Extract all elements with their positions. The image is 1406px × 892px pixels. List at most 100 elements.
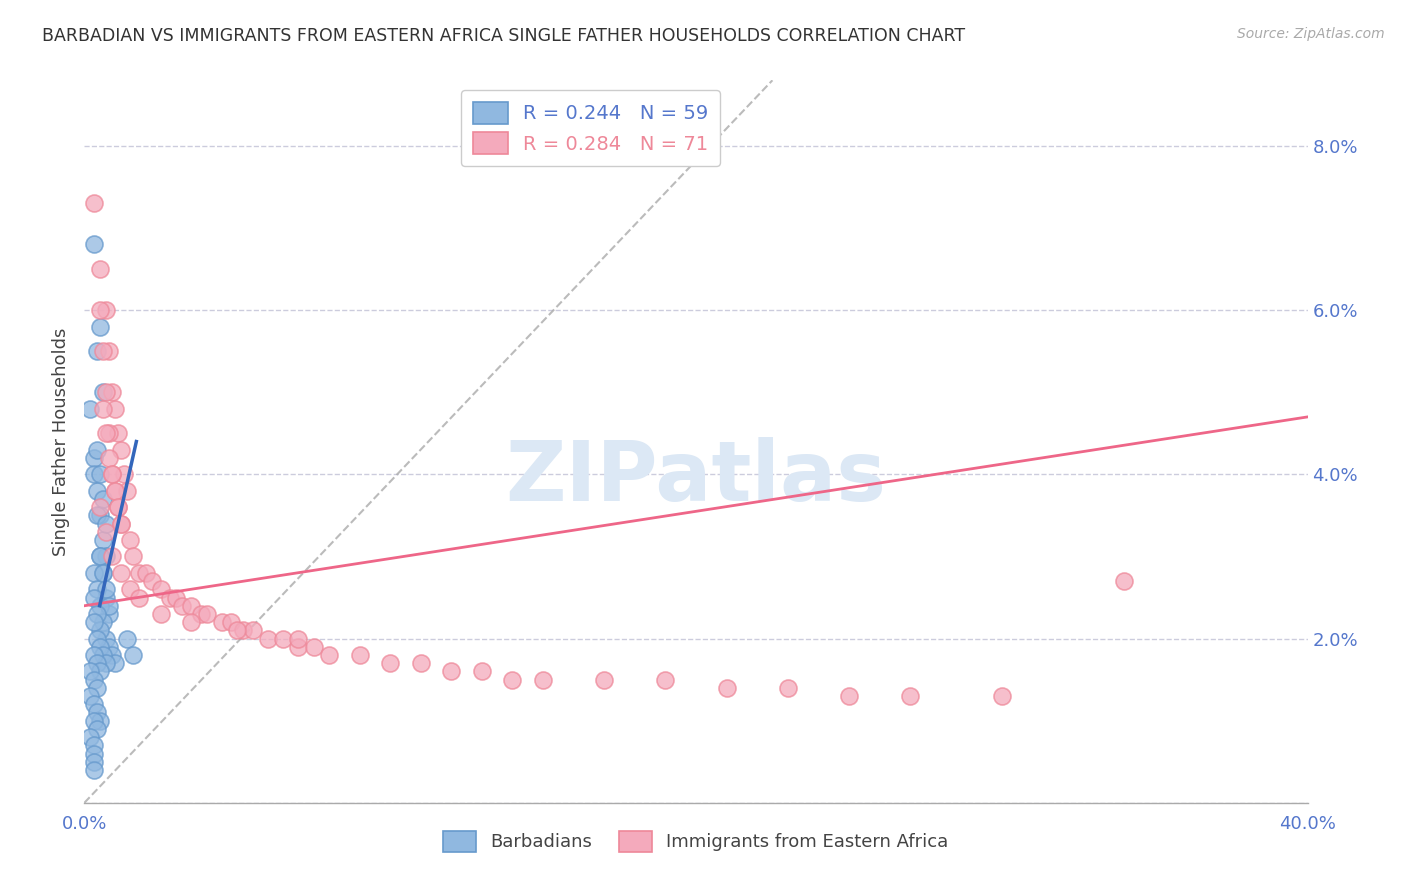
Point bbox=[83, 648, 105, 662]
Point bbox=[86, 706, 108, 720]
Point bbox=[79, 401, 101, 416]
Point bbox=[120, 533, 142, 547]
Point bbox=[94, 516, 117, 531]
Point bbox=[89, 549, 111, 564]
Point bbox=[83, 591, 105, 605]
Point bbox=[89, 599, 111, 613]
Point bbox=[107, 500, 129, 515]
Point bbox=[83, 739, 105, 753]
Point bbox=[440, 665, 463, 679]
Point bbox=[349, 648, 371, 662]
Point bbox=[79, 665, 101, 679]
Point bbox=[83, 747, 105, 761]
Point bbox=[991, 689, 1014, 703]
Point bbox=[86, 607, 108, 621]
Point bbox=[502, 673, 524, 687]
Point bbox=[83, 698, 105, 712]
Point bbox=[135, 566, 157, 580]
Point bbox=[91, 385, 114, 400]
Point bbox=[86, 722, 108, 736]
Point bbox=[89, 508, 111, 523]
Point bbox=[287, 632, 309, 646]
Point bbox=[211, 615, 233, 630]
Point bbox=[91, 566, 114, 580]
Point bbox=[91, 648, 114, 662]
Point bbox=[898, 689, 921, 703]
Point bbox=[318, 648, 340, 662]
Point bbox=[94, 524, 117, 539]
Point bbox=[149, 607, 172, 621]
Point bbox=[104, 657, 127, 671]
Point bbox=[716, 681, 738, 695]
Point bbox=[83, 714, 105, 728]
Point bbox=[79, 689, 101, 703]
Point bbox=[86, 344, 108, 359]
Point bbox=[128, 566, 150, 580]
Point bbox=[172, 599, 194, 613]
Point bbox=[91, 401, 114, 416]
Point bbox=[91, 533, 114, 547]
Point bbox=[654, 673, 676, 687]
Point bbox=[91, 615, 114, 630]
Point bbox=[776, 681, 799, 695]
Point bbox=[101, 467, 124, 482]
Point bbox=[89, 500, 111, 515]
Point bbox=[107, 426, 129, 441]
Point bbox=[86, 582, 108, 597]
Point bbox=[110, 516, 132, 531]
Point bbox=[86, 681, 108, 695]
Point bbox=[83, 673, 105, 687]
Point bbox=[89, 262, 111, 277]
Point bbox=[83, 450, 105, 465]
Point bbox=[89, 640, 111, 654]
Point bbox=[110, 566, 132, 580]
Point bbox=[593, 673, 616, 687]
Point bbox=[97, 426, 120, 441]
Point bbox=[115, 632, 138, 646]
Point bbox=[89, 549, 111, 564]
Point bbox=[101, 549, 124, 564]
Point bbox=[83, 615, 105, 630]
Point bbox=[89, 467, 111, 482]
Point bbox=[159, 591, 181, 605]
Point bbox=[86, 632, 108, 646]
Point bbox=[83, 755, 105, 769]
Point bbox=[409, 657, 432, 671]
Point bbox=[83, 566, 105, 580]
Point bbox=[86, 657, 108, 671]
Point bbox=[302, 640, 325, 654]
Point bbox=[94, 632, 117, 646]
Point bbox=[97, 599, 120, 613]
Point bbox=[101, 467, 124, 482]
Point bbox=[141, 574, 163, 588]
Point bbox=[180, 599, 202, 613]
Point bbox=[83, 196, 105, 211]
Point bbox=[180, 615, 202, 630]
Point bbox=[97, 640, 120, 654]
Point bbox=[257, 632, 280, 646]
Point bbox=[232, 624, 254, 638]
Point bbox=[104, 483, 127, 498]
Point bbox=[128, 591, 150, 605]
Point bbox=[91, 491, 114, 506]
Point bbox=[94, 385, 117, 400]
Point bbox=[94, 303, 117, 318]
Point bbox=[94, 549, 117, 564]
Point bbox=[471, 665, 494, 679]
Point bbox=[122, 549, 145, 564]
Point bbox=[94, 591, 117, 605]
Point bbox=[83, 467, 105, 482]
Point bbox=[101, 648, 124, 662]
Legend: Barbadians, Immigrants from Eastern Africa: Barbadians, Immigrants from Eastern Afri… bbox=[436, 823, 956, 859]
Point bbox=[242, 624, 264, 638]
Point bbox=[110, 442, 132, 457]
Point bbox=[531, 673, 554, 687]
Point bbox=[79, 730, 101, 744]
Point bbox=[86, 483, 108, 498]
Point bbox=[89, 303, 111, 318]
Point bbox=[115, 483, 138, 498]
Point bbox=[112, 467, 135, 482]
Point bbox=[97, 344, 120, 359]
Point bbox=[838, 689, 860, 703]
Point bbox=[83, 237, 105, 252]
